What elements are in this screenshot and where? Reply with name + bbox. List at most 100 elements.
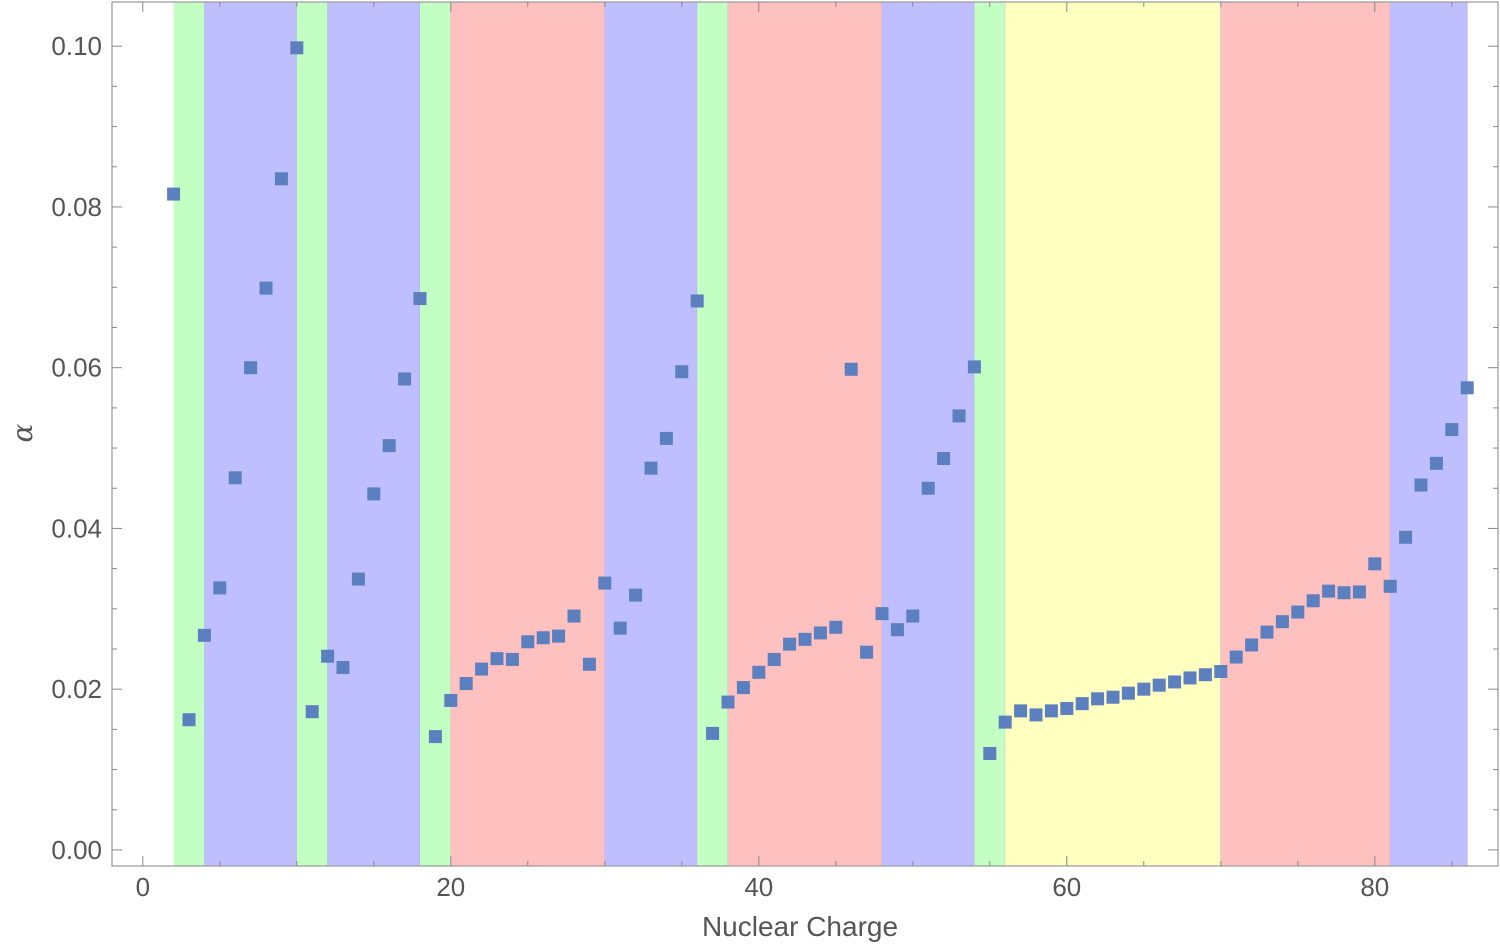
data-point-27 bbox=[552, 629, 566, 643]
data-point-68 bbox=[1183, 671, 1197, 685]
data-point-16 bbox=[382, 439, 396, 453]
data-point-14 bbox=[351, 572, 365, 586]
data-point-41 bbox=[767, 652, 781, 666]
data-point-30 bbox=[598, 576, 612, 590]
data-point-6 bbox=[228, 471, 242, 485]
band-5 bbox=[450, 2, 605, 866]
data-point-3 bbox=[182, 713, 196, 727]
data-point-12 bbox=[321, 649, 335, 663]
data-point-36 bbox=[690, 294, 704, 308]
data-point-57 bbox=[1014, 704, 1028, 718]
data-point-25 bbox=[521, 635, 535, 649]
y-tick-label-1: 0.02 bbox=[51, 674, 102, 704]
band-10 bbox=[974, 2, 1006, 866]
data-point-32 bbox=[629, 588, 643, 602]
data-point-48 bbox=[875, 607, 889, 621]
y-tick-label-2: 0.04 bbox=[51, 513, 102, 543]
data-point-31 bbox=[613, 621, 627, 635]
x-tick-label-4: 80 bbox=[1360, 872, 1389, 902]
data-point-71 bbox=[1229, 650, 1243, 664]
data-point-24 bbox=[505, 652, 519, 666]
data-point-50 bbox=[906, 609, 920, 623]
data-point-54 bbox=[967, 360, 981, 374]
data-point-11 bbox=[305, 705, 319, 719]
data-point-61 bbox=[1075, 697, 1089, 711]
data-point-33 bbox=[644, 461, 658, 475]
data-point-17 bbox=[398, 372, 412, 386]
data-point-7 bbox=[244, 361, 258, 375]
data-point-13 bbox=[336, 660, 350, 674]
data-point-35 bbox=[675, 365, 689, 379]
data-point-9 bbox=[274, 172, 288, 186]
band-2 bbox=[296, 2, 328, 866]
data-point-65 bbox=[1137, 682, 1151, 696]
data-point-43 bbox=[798, 632, 812, 646]
y-axis-title: α bbox=[6, 423, 39, 442]
data-point-40 bbox=[752, 665, 766, 679]
y-tick-label-4: 0.08 bbox=[51, 192, 102, 222]
band-8 bbox=[728, 2, 882, 866]
x-tick-label-2: 40 bbox=[744, 872, 773, 902]
data-point-80 bbox=[1368, 557, 1382, 571]
data-point-56 bbox=[998, 715, 1012, 729]
data-point-47 bbox=[860, 645, 874, 659]
data-point-67 bbox=[1168, 675, 1182, 689]
band-6 bbox=[604, 2, 698, 866]
x-tick-label-3: 60 bbox=[1052, 872, 1081, 902]
data-point-84 bbox=[1429, 456, 1443, 470]
axis-ticks: 0 20 40 60 80 0.00 0.02 0.04 0.06 0.08 0.10 bbox=[51, 2, 1498, 902]
data-point-66 bbox=[1152, 678, 1166, 692]
data-point-8 bbox=[259, 281, 273, 295]
data-point-60 bbox=[1060, 701, 1074, 715]
color-bands bbox=[173, 2, 1468, 866]
data-point-72 bbox=[1245, 638, 1259, 652]
data-point-76 bbox=[1306, 594, 1320, 608]
data-point-75 bbox=[1291, 605, 1305, 619]
data-point-19 bbox=[428, 730, 442, 744]
data-point-69 bbox=[1198, 668, 1212, 682]
band-3 bbox=[327, 2, 420, 866]
data-point-10 bbox=[290, 41, 304, 55]
data-point-58 bbox=[1029, 708, 1043, 722]
data-point-18 bbox=[413, 292, 427, 306]
data-point-4 bbox=[197, 628, 211, 642]
x-tick-label-1: 20 bbox=[436, 872, 465, 902]
data-point-78 bbox=[1337, 586, 1351, 600]
data-point-15 bbox=[367, 487, 381, 501]
data-point-5 bbox=[213, 581, 227, 595]
y-tick-label-5: 0.10 bbox=[51, 31, 102, 61]
data-point-28 bbox=[567, 609, 581, 623]
data-point-81 bbox=[1383, 579, 1397, 593]
x-axis-title: Nuclear Charge bbox=[702, 911, 898, 942]
band-12 bbox=[1220, 2, 1391, 866]
data-point-82 bbox=[1399, 530, 1413, 544]
x-tick-label-0: 0 bbox=[136, 872, 150, 902]
data-point-70 bbox=[1214, 664, 1228, 678]
data-points bbox=[167, 41, 1474, 760]
data-point-73 bbox=[1260, 625, 1274, 639]
data-point-83 bbox=[1414, 478, 1428, 492]
plot-frame bbox=[111, 1, 1499, 867]
data-point-21 bbox=[459, 677, 473, 691]
band-0 bbox=[173, 2, 205, 866]
y-tick-label-3: 0.06 bbox=[51, 353, 102, 383]
data-point-38 bbox=[721, 695, 735, 709]
data-point-22 bbox=[475, 662, 489, 676]
band-1 bbox=[204, 2, 297, 866]
band-9 bbox=[882, 2, 975, 866]
data-point-85 bbox=[1445, 423, 1459, 437]
data-point-26 bbox=[536, 631, 550, 645]
data-point-53 bbox=[952, 409, 966, 423]
data-point-45 bbox=[829, 620, 843, 634]
y-tick-label-0: 0.00 bbox=[51, 835, 102, 865]
data-point-62 bbox=[1091, 692, 1105, 706]
data-point-55 bbox=[983, 746, 997, 760]
band-7 bbox=[697, 2, 728, 866]
data-point-86 bbox=[1460, 381, 1474, 395]
data-point-51 bbox=[921, 481, 935, 495]
data-point-42 bbox=[783, 637, 797, 651]
data-point-2 bbox=[167, 187, 181, 201]
data-point-39 bbox=[736, 681, 750, 695]
data-point-34 bbox=[659, 431, 673, 445]
